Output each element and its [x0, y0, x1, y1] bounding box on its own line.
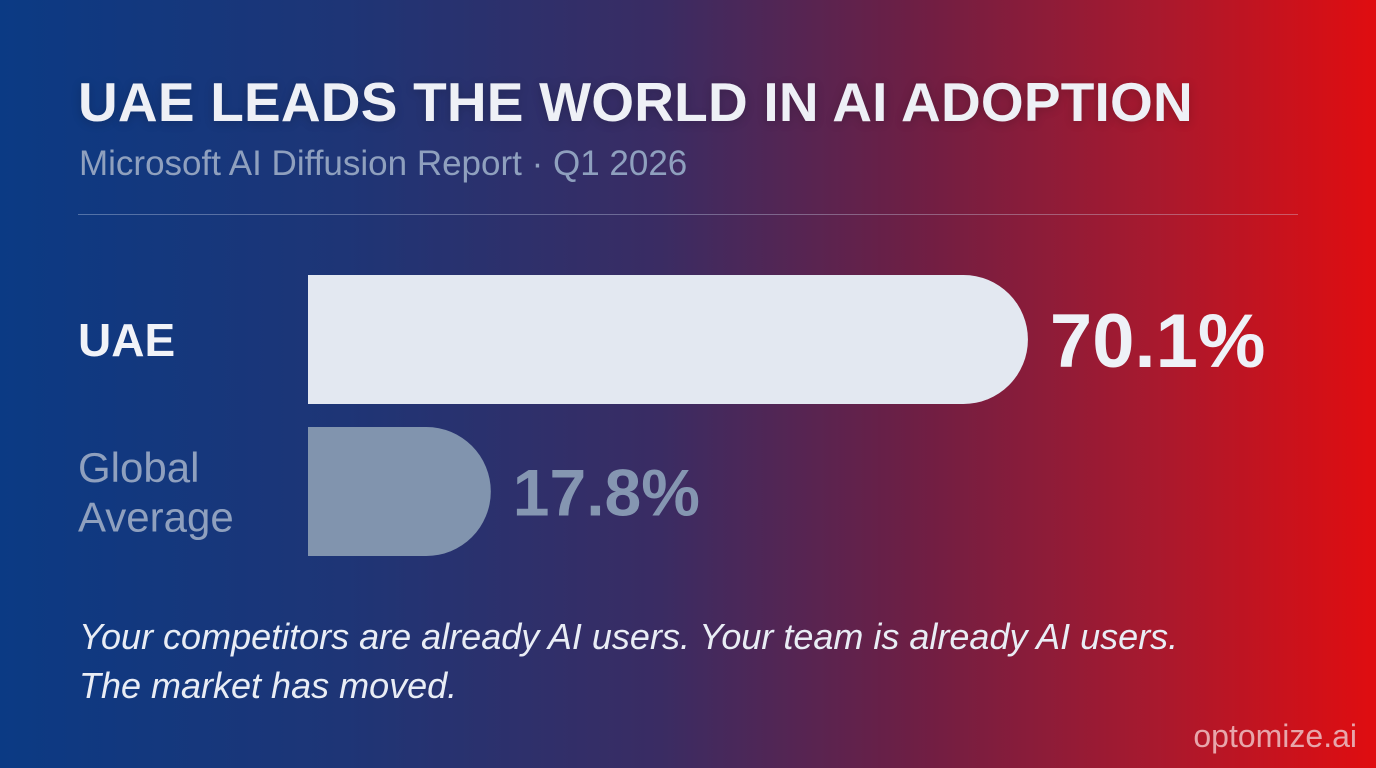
- tagline-line-2: The market has moved.: [79, 665, 458, 706]
- bar-global-average: [308, 427, 491, 556]
- category-label-line: UAE: [78, 314, 175, 366]
- title-divider: [78, 214, 1298, 215]
- value-label-global-average: 17.8%: [513, 455, 700, 529]
- category-label-line: Global: [78, 444, 199, 491]
- category-label-global-average: Global Average: [78, 444, 234, 541]
- chart-marks: 70.1% UAE 17.8% Global Average: [78, 275, 1265, 556]
- tagline: Your competitors are already AI users. Y…: [79, 612, 1329, 710]
- value-label-uae: 70.1%: [1050, 299, 1266, 384]
- page-subtitle: Microsoft AI Diffusion Report · Q1 2026: [79, 144, 688, 183]
- tagline-line-1: Your competitors are already AI users. Y…: [79, 616, 1179, 657]
- category-label-uae: UAE: [78, 314, 175, 366]
- page-title: UAE LEADS THE WORLD IN AI ADOPTION: [78, 71, 1193, 133]
- bar-uae: [308, 275, 1028, 404]
- brand-watermark: optomize.ai: [1193, 718, 1357, 754]
- category-label-line: Average: [78, 493, 234, 540]
